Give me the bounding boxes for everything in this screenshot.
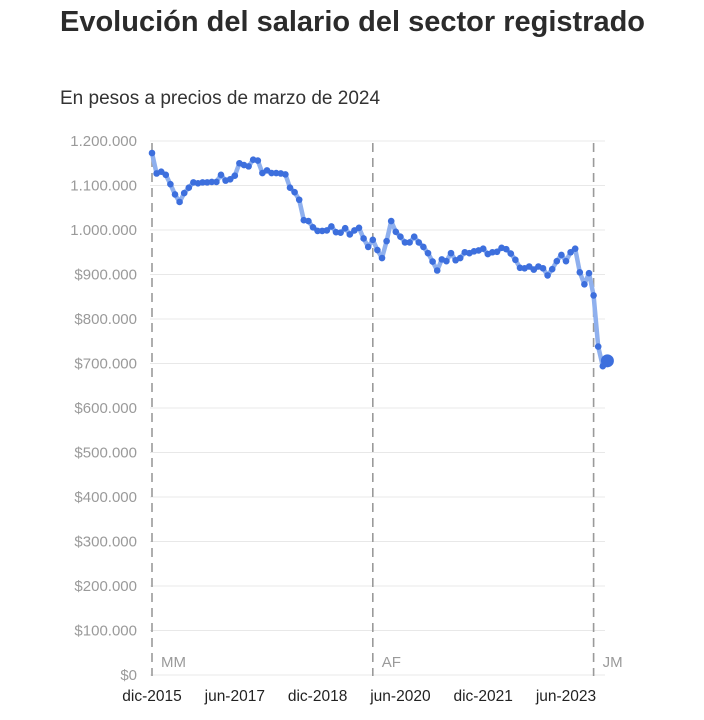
data-point [364, 243, 372, 251]
x-tick-label: jun-2017 [204, 688, 265, 705]
period-label-af: AF [382, 654, 401, 671]
y-tick-label: $500.000 [74, 445, 137, 462]
period-markers: MM AF JM [151, 143, 623, 676]
y-tick-label: 1.100.000 [70, 178, 137, 195]
data-point [415, 239, 423, 246]
data-point [231, 172, 239, 180]
data-point [291, 188, 298, 196]
data-point [392, 228, 400, 236]
data-point [387, 217, 395, 225]
data-point [401, 239, 409, 246]
y-tick-label: $900.000 [74, 267, 137, 284]
data-point [502, 245, 510, 253]
chart-title: Evolución del salario del sector registr… [60, 6, 646, 38]
data-point [185, 184, 193, 192]
data-point [539, 264, 547, 272]
y-tick-label: $0 [120, 667, 137, 684]
data-point [162, 171, 170, 179]
data-point [314, 227, 321, 235]
y-tick-label: 1.000.000 [70, 222, 137, 239]
y-tick-label: $400.000 [74, 489, 137, 506]
data-point [420, 243, 427, 251]
data-point [286, 184, 294, 192]
data-point [217, 171, 225, 179]
data-point [355, 224, 363, 232]
data-point [585, 269, 593, 277]
data-point [507, 250, 515, 257]
data-point [226, 175, 234, 183]
data-point [456, 254, 464, 262]
x-tick-label: dic-2015 [122, 688, 181, 705]
data-point [562, 257, 570, 265]
data-point [397, 233, 404, 240]
data-point [323, 227, 331, 234]
y-tick-label: $100.000 [74, 623, 137, 640]
x-tick-label: jun-2023 [535, 688, 596, 705]
y-axis: $0 $100.000 $200.000 $300.000 $400.000 $500.0… [70, 133, 137, 684]
data-point [337, 229, 344, 236]
data-point [176, 198, 183, 206]
data-point [167, 180, 174, 188]
data-point [282, 171, 289, 178]
gridlines [150, 140, 605, 676]
period-label-mm: MM [161, 654, 186, 671]
data-point [590, 292, 597, 299]
data-point [268, 169, 275, 177]
period-label-jm: JM [603, 654, 623, 671]
data-point [378, 254, 386, 262]
data-point [245, 163, 252, 170]
data-point [254, 157, 262, 164]
data-point [346, 231, 354, 238]
x-tick-label: jun-2020 [369, 688, 431, 705]
data-point [429, 258, 436, 265]
data-point [576, 268, 584, 276]
x-axis: dic-2015 jun-2017 dic-2018 jun-2020 dic-2021… [122, 688, 596, 705]
x-tick-label: dic-2021 [453, 688, 512, 705]
y-tick-label: $600.000 [74, 400, 137, 417]
data-point [199, 179, 206, 186]
data-point [581, 280, 588, 288]
chart-subtitle: En pesos a precios de marzo de 2024 [60, 88, 381, 109]
data-point [148, 149, 156, 157]
data-point [360, 235, 367, 242]
data-point [544, 272, 551, 279]
data-point [567, 248, 574, 256]
data-point [553, 257, 561, 265]
data-point [171, 191, 179, 198]
data-point [479, 245, 487, 252]
data-point [548, 265, 556, 273]
series-salary [148, 149, 614, 370]
data-point [328, 223, 335, 230]
y-tick-label: $300.000 [74, 534, 137, 551]
data-point [180, 189, 188, 197]
data-point [558, 251, 565, 259]
data-point [447, 249, 455, 257]
data-point [208, 178, 216, 186]
data-point [512, 256, 519, 264]
data-point [410, 233, 418, 240]
data-point [594, 343, 602, 350]
y-tick-label: $200.000 [74, 578, 137, 595]
data-point [369, 236, 377, 244]
data-point [309, 224, 317, 231]
data-point [424, 249, 432, 257]
data-point [383, 237, 390, 245]
data-point [213, 178, 220, 186]
data-point [443, 257, 450, 265]
x-tick-label: dic-2018 [288, 688, 347, 705]
last-data-point [600, 354, 614, 368]
data-point [493, 248, 501, 256]
data-point [406, 239, 413, 246]
data-point [295, 196, 303, 204]
data-point [341, 224, 349, 232]
y-tick-label: $800.000 [74, 311, 137, 328]
y-tick-label: $700.000 [74, 356, 137, 373]
data-point [571, 245, 579, 252]
data-point [305, 217, 312, 225]
y-tick-label: 1.200.000 [70, 133, 137, 150]
data-point [433, 267, 441, 274]
data-point [374, 246, 381, 254]
